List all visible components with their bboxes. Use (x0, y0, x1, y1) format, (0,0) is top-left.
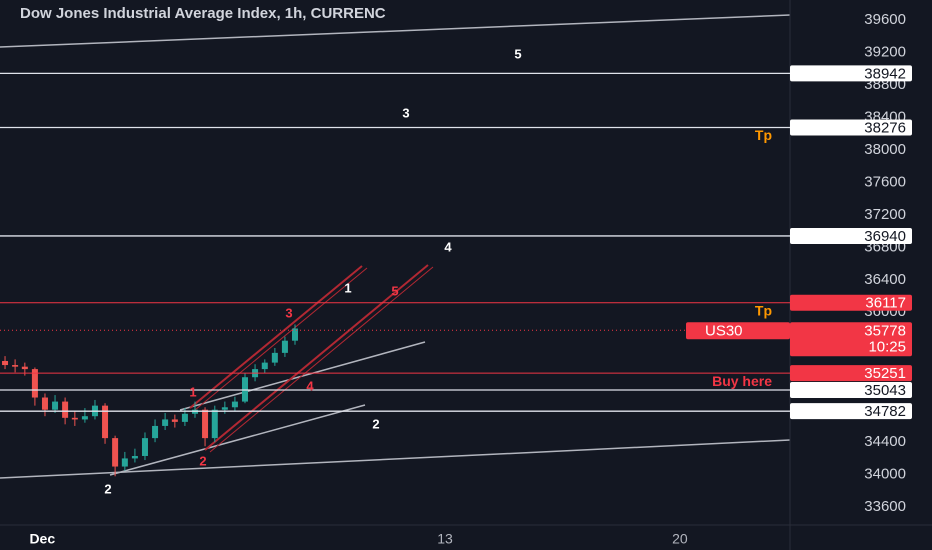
level-label: 36117 (865, 295, 906, 312)
y-tick-label: 36400 (864, 271, 906, 288)
channel-line (209, 266, 434, 453)
channel-line (204, 264, 429, 451)
y-tick-label: 34400 (864, 433, 906, 450)
y-tick-label: 39600 (864, 11, 906, 28)
y-tick-label: 34000 (864, 466, 906, 483)
wave-label: 3 (402, 105, 409, 120)
y-tick-label: 37200 (864, 206, 906, 223)
candle-body (31, 369, 38, 398)
candle-body (71, 417, 78, 420)
current-symbol-box (686, 322, 790, 340)
candle-body (81, 416, 88, 420)
y-tick-label: 33600 (864, 498, 906, 515)
current-symbol: US30 (705, 322, 743, 339)
y-tick-label: 39200 (864, 43, 906, 60)
candle-body (41, 397, 48, 410)
level-box (790, 227, 912, 244)
wave-label: 2 (199, 453, 206, 468)
wave-label: 5 (514, 46, 521, 61)
level-box (790, 365, 912, 382)
y-tick-label: 38000 (864, 141, 906, 158)
chart-title: Dow Jones Industrial Average Index, 1h, … (20, 5, 386, 22)
candle-body (261, 362, 268, 370)
channel-line (194, 267, 368, 411)
level-label: 35251 (864, 365, 906, 382)
level-tag: Tp (755, 302, 772, 318)
level-tag: Tp (755, 127, 772, 143)
level-label: 35043 (864, 382, 906, 399)
candle-body (102, 405, 109, 439)
candle-body (12, 365, 19, 367)
wave-label: 1 (344, 280, 351, 295)
level-tag: Buy here (712, 373, 772, 389)
trend-line (0, 14, 791, 48)
current-price-label: 35778 (864, 322, 906, 339)
level-label: 36940 (864, 228, 906, 245)
level-box (790, 403, 912, 420)
candle-body (141, 438, 148, 456)
candle-body (112, 438, 119, 467)
candle-body (52, 401, 59, 410)
candle-body (21, 366, 28, 370)
drawings (0, 14, 791, 479)
x-tick-label: Dec (29, 531, 55, 547)
trend-line (0, 439, 791, 479)
candle-body (202, 409, 209, 439)
wave-label: 4 (444, 239, 452, 254)
level-box (790, 65, 912, 82)
wave-label: 2 (104, 481, 111, 496)
candle-body (291, 328, 298, 341)
candle-body (181, 413, 188, 422)
candle-body (171, 419, 178, 422)
trend-line (109, 404, 366, 476)
current-price-box (790, 322, 912, 357)
level-box (790, 381, 912, 398)
wave-label: 5 (391, 283, 398, 298)
level-box (790, 119, 912, 136)
candle-body (221, 407, 228, 410)
candle-body (62, 401, 69, 418)
channel-line (189, 265, 363, 409)
x-tick-label: 13 (437, 531, 453, 547)
candle-body (131, 455, 138, 459)
level-label: 34782 (864, 403, 906, 420)
level-label: 38942 (864, 65, 906, 82)
wave-label: 4 (306, 378, 314, 393)
candle-body (121, 458, 128, 467)
y-tick-label: 37600 (864, 173, 906, 190)
candle-body (162, 419, 169, 426)
candle-body (281, 340, 288, 353)
candle-body (152, 425, 159, 439)
candle-body (211, 409, 218, 439)
trend-line (179, 341, 426, 411)
wave-label: 2 (372, 416, 379, 431)
wave-label: 3 (285, 305, 292, 320)
candle-body (271, 352, 278, 363)
level-label: 38276 (864, 119, 906, 136)
level-box (790, 294, 912, 311)
countdown: 10:25 (868, 338, 906, 355)
candle-body (2, 360, 9, 366)
candle-body (231, 401, 238, 408)
wave-label: 1 (189, 384, 196, 399)
x-tick-label: 20 (672, 531, 688, 547)
